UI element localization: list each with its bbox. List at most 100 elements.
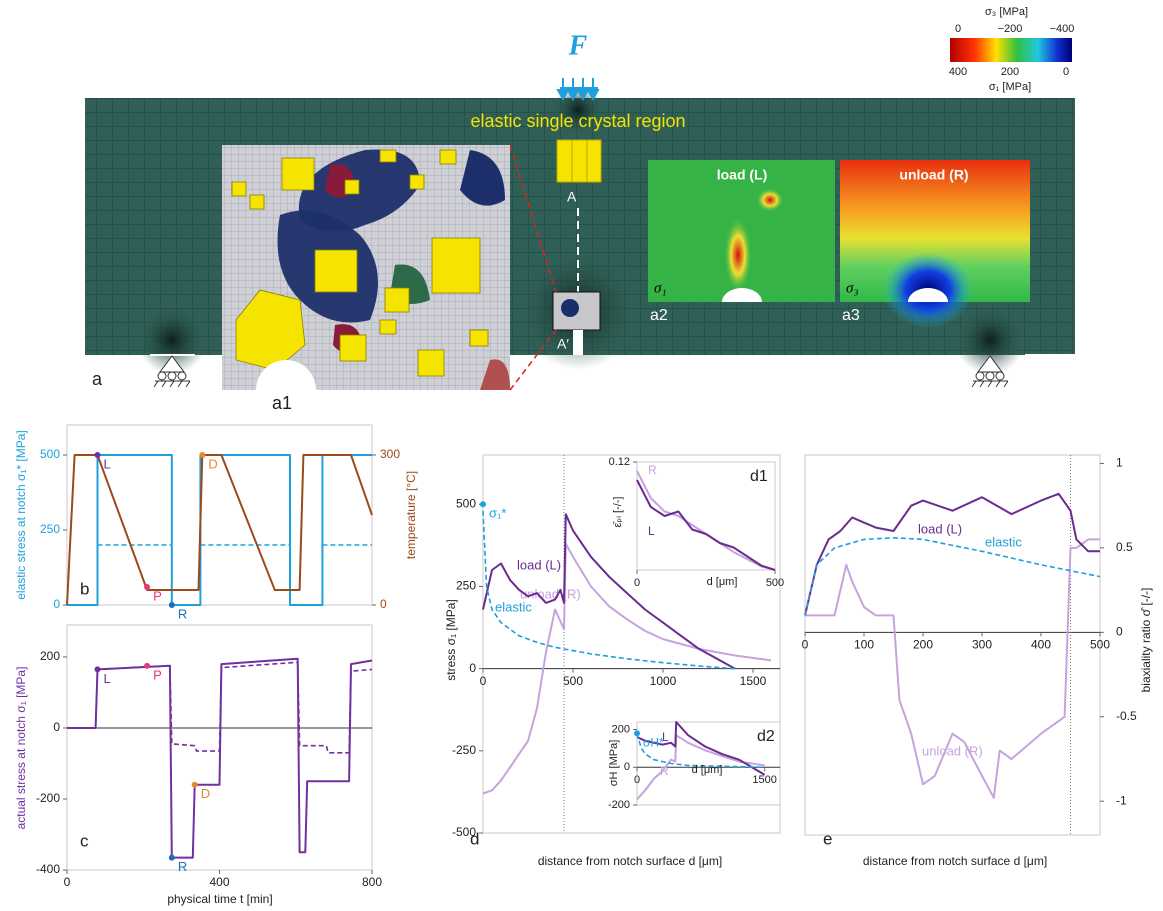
crystal <box>432 238 480 293</box>
x-tick-label: 400 <box>209 875 229 889</box>
panel-label: a2 <box>650 307 668 324</box>
grain <box>561 299 579 317</box>
y-tick-label: 250 <box>40 522 60 536</box>
y-tick-label: -0.5 <box>1116 709 1137 723</box>
crystal <box>418 350 444 376</box>
support-roller <box>976 372 984 380</box>
crystal <box>385 288 409 312</box>
support-ground <box>972 381 1008 387</box>
field-label: σ₃ <box>846 280 859 296</box>
series-label: load (L) <box>517 557 561 572</box>
y-tick-label: 0.5 <box>1116 540 1133 554</box>
chart-e: 0100200300400500-1-0.500.51unload (R)loa… <box>802 455 1154 868</box>
annotation-point <box>169 602 175 608</box>
y-axis-label: actual stress at notch σ₁ [MPa] <box>14 667 28 830</box>
annotation-point <box>95 452 101 458</box>
field-label: σ₁ <box>654 280 667 296</box>
y-tick-label: -400 <box>36 862 60 876</box>
x-tick-label: 500 <box>1090 638 1110 652</box>
panel-label: a3 <box>842 307 860 324</box>
colorbar-title: σ₁ [MPa] <box>989 81 1031 93</box>
x-axis-label: distance from notch surface d [μm] <box>538 854 722 868</box>
x-tick-label: 0 <box>480 674 487 688</box>
series-label: R <box>648 463 657 477</box>
panel-label: c <box>80 831 89 850</box>
y-tick-label: 0 <box>469 661 476 675</box>
x-tick-label: 1500 <box>740 674 767 688</box>
x-axis-label: d [μm] <box>692 764 723 776</box>
panel-label: d2 <box>757 728 775 745</box>
y-tick-label: -200 <box>608 799 630 811</box>
y-tick-label: 200 <box>40 649 60 663</box>
support-ground <box>154 381 190 387</box>
x-tick-label: 0 <box>634 577 640 589</box>
annotation-point <box>95 666 101 672</box>
annotation-point <box>169 855 175 861</box>
crystal <box>232 182 246 196</box>
point-label: A′ <box>557 336 569 352</box>
crystal <box>345 180 359 194</box>
y-tick-label: -1 <box>1116 793 1127 807</box>
crystal-box <box>557 140 601 182</box>
y-tick-label: 200 <box>612 723 630 735</box>
panel-label: a <box>92 369 103 389</box>
colorbar-label: 400 <box>949 66 967 78</box>
x-tick-label: 400 <box>1031 638 1051 652</box>
y2-tick-label: 0 <box>380 597 387 611</box>
colorbar: σ₃ [MPa] 0 −200 −400 400 200 0 σ₁ [MPa] <box>949 6 1075 93</box>
annotation-label: L <box>104 671 111 686</box>
inset-label: load (L) <box>717 167 768 183</box>
figure: F elastic single crystal region A A′ <box>0 0 1163 911</box>
series-label: L <box>648 524 655 538</box>
y-tick-label: 0 <box>624 761 630 773</box>
y-axis-label: stress σ₁ [MPa] <box>444 599 458 680</box>
x-tick-label: 500 <box>563 674 583 688</box>
crystal <box>380 320 396 334</box>
annotation-point <box>192 782 198 788</box>
support-roller <box>178 372 186 380</box>
model-panel: F elastic single crystal region A A′ <box>85 30 1075 412</box>
y-axis-label: ε̄ₚₗ [-/-] <box>612 497 624 528</box>
x-tick-label: 1000 <box>650 674 677 688</box>
crystal <box>315 250 357 292</box>
x-tick-label: 0 <box>64 875 71 889</box>
support-roller <box>158 372 166 380</box>
x-axis-label: physical time t [min] <box>167 892 272 906</box>
series-label: load (L) <box>918 521 962 536</box>
colorbar-title: σ₃ [MPa] <box>985 6 1028 18</box>
colorbar-label: 200 <box>1001 66 1019 78</box>
plot-area <box>805 455 1100 835</box>
colorbar-label: 0 <box>1063 66 1069 78</box>
crystal <box>282 158 314 190</box>
y-tick-label: 1 <box>1116 456 1123 470</box>
x-tick-label: 0 <box>802 638 809 652</box>
x-axis-label: d [μm] <box>707 576 738 588</box>
y-tick-label: 500 <box>40 447 60 461</box>
series-label: elastic <box>985 534 1022 549</box>
annotation-point <box>144 663 150 669</box>
x-tick-label: 500 <box>766 577 784 589</box>
contour-hotspot <box>724 217 752 293</box>
y-axis-label: σH [MPa] <box>608 740 620 787</box>
y2-tick-label: 300 <box>380 447 400 461</box>
crystal <box>470 330 488 346</box>
crystal <box>250 195 264 209</box>
annotation-point <box>144 584 150 590</box>
series-label: unload (R) <box>922 743 983 758</box>
y-axis-label: elastic stress at notch σ₁* [MPa] <box>14 430 28 600</box>
contour-hotspot <box>756 188 784 212</box>
crystal <box>340 335 366 361</box>
x-tick-label: 100 <box>854 638 874 652</box>
annotation-point <box>634 730 640 736</box>
annotation-label: L <box>104 456 111 471</box>
region-label: elastic single crystal region <box>470 111 685 131</box>
panel-label: d1 <box>750 468 768 485</box>
y-tick-label: 0 <box>53 597 60 611</box>
annotation-label: D <box>201 786 210 801</box>
y-tick-label: 250 <box>456 579 476 593</box>
inset-a1 <box>222 145 510 390</box>
y2-axis-label: temperature [°C] <box>404 471 418 559</box>
series-label: R <box>660 764 669 778</box>
